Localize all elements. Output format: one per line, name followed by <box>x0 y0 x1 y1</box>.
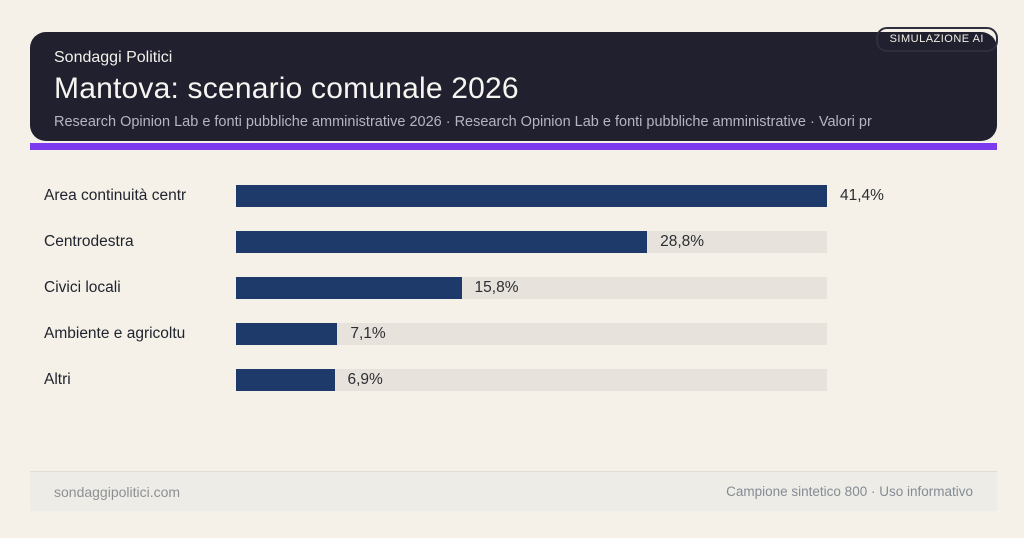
value-label: 41,4% <box>840 187 884 204</box>
chart-row: Altri 6,9% <box>30 369 997 391</box>
value-label: 15,8% <box>474 279 519 296</box>
value-label: 6,9% <box>347 371 383 388</box>
bar-chart: Area continuità centr 41,4% Centrodestra 28… <box>30 185 997 391</box>
footer-band: sondaggipolitici.com Campione sintetico … <box>30 471 997 511</box>
bar-segment <box>236 369 335 391</box>
footer-sample-note: Campione sintetico 800 · Uso informativo <box>726 484 973 499</box>
chart-row: Civici locali 15,8% <box>30 277 997 299</box>
chart-row: Ambiente e agricoltu 7,1% <box>30 323 997 345</box>
bar-segment <box>236 277 462 299</box>
category-label: Civici locali <box>44 279 121 296</box>
category-label: Altri <box>44 371 71 388</box>
bar-track: 28,8% <box>236 231 827 253</box>
footer-site-url: sondaggipolitici.com <box>54 483 181 500</box>
category-label: Centrodestra <box>44 233 134 250</box>
value-label: 28,8% <box>660 233 705 250</box>
header-card: Sondaggi Politici Mantova: scenario comu… <box>30 32 997 141</box>
bar-track: 15,8% <box>236 277 827 299</box>
brand-kicker: Sondaggi Politici <box>54 49 173 66</box>
accent-divider <box>30 143 997 150</box>
category-label: Ambiente e agricoltu <box>44 325 186 342</box>
bar-track: 41,4% <box>236 185 884 207</box>
category-label: Area continuità centr <box>44 187 187 204</box>
bar-segment <box>236 231 648 253</box>
simulation-ai-badge: SIMULAZIONE AI <box>875 27 998 52</box>
bar-segment <box>236 323 338 345</box>
page-title: Mantova: scenario comunale 2026 <box>54 72 519 105</box>
bar-track: 6,9% <box>236 369 827 391</box>
chart-row: Centrodestra 28,8% <box>30 231 997 253</box>
bar-segment <box>236 185 827 207</box>
value-label: 7,1% <box>350 325 386 342</box>
chart-row: Area continuità centr 41,4% <box>30 185 997 207</box>
page-subtitle: Research Opinion Lab e fonti pubbliche a… <box>54 113 872 130</box>
bar-track: 7,1% <box>236 323 827 345</box>
